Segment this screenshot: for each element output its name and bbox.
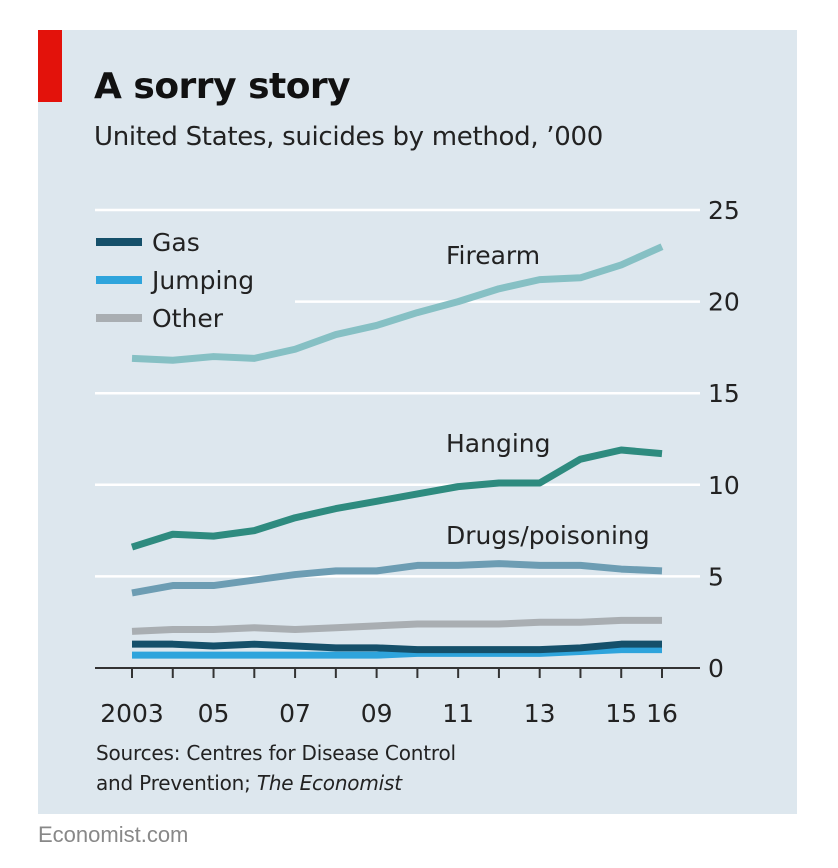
series-label-drugs: Drugs/poisoning [446,521,650,550]
series-label-hanging: Hanging [446,429,551,458]
series-label-firearm: Firearm [446,241,540,270]
series-line-hanging [130,446,663,551]
chart-subtitle: United States, suicides by method, ’000 [94,122,603,152]
y-tick-label: 15 [708,379,740,408]
source-line-2: and Prevention; The Economist [96,768,456,798]
x-tick-label: 15 [605,699,637,728]
red-accent-tag [38,30,62,102]
legend-swatch [96,276,142,284]
x-tick-label: 16 [646,699,678,728]
y-tick-label: 20 [708,288,740,317]
source-line-2-italic: The Economist [256,771,402,795]
footer-credit: Economist.com [38,822,189,847]
y-tick-label: 5 [708,562,724,591]
x-tick-label: 07 [279,699,311,728]
series-line-drugs [131,560,663,597]
legend: Gas Jumping Other [96,228,254,333]
legend-swatch [96,314,142,322]
x-tick-label: 13 [524,699,556,728]
series-line-jumping [132,646,662,659]
legend-label: Gas [152,228,200,257]
y-tick-label: 0 [708,654,724,683]
legend-swatch [96,238,142,246]
chart-title: A sorry story [94,66,351,107]
grid-lines [95,208,700,578]
legend-label: Jumping [150,266,254,295]
legend-label: Other [152,304,224,333]
x-tick-label: 09 [361,699,393,728]
series-lines [130,243,664,659]
chart-panel [38,30,797,814]
series-line-firearm [131,243,664,364]
series-line-gas [132,640,662,654]
series-labels: Firearm Hanging Drugs/poisoning [446,241,650,550]
y-tick-label: 10 [708,471,740,500]
x-tick-label: 2003 [100,699,164,728]
x-tick-label: 11 [442,699,474,728]
source-line-1: Sources: Centres for Disease Control [96,741,456,765]
source-note: Sources: Centres for Disease Control and… [96,738,456,798]
y-tick-label: 25 [708,196,740,225]
source-line-2-prefix: and Prevention; [96,771,257,795]
x-tick-label: 05 [198,699,230,728]
series-line-other [131,616,662,635]
